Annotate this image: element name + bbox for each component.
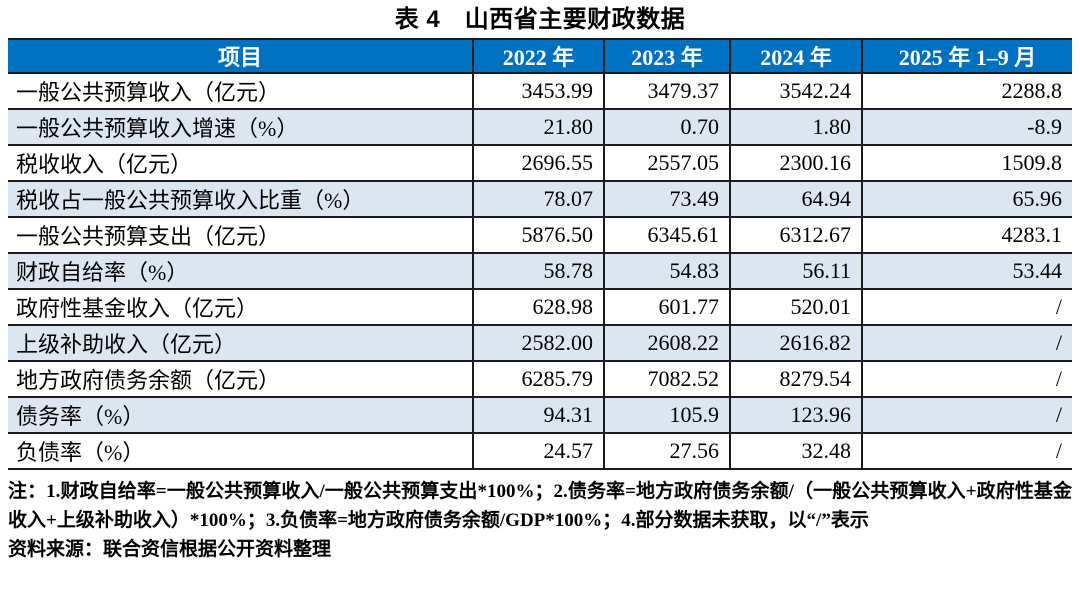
value-cell: 2557.05 [603,144,730,182]
table-title: 表 4 山西省主要财政数据 [394,6,686,33]
row-label: 政府性基金收入（亿元） [8,288,473,326]
value-cell: 520.01 [729,288,862,326]
value-cell: 2616.82 [729,324,862,362]
data-source: 资料来源：联合资信根据公开资料整理 [8,539,332,560]
table-row: 债务率（%） 94.31 105.9 123.96/ [8,396,1072,434]
value-cell: 3542.24 [729,72,862,110]
value-cell: / [861,288,1072,326]
header-row: 项目 2022 年 2023 年 2024 年 2025 年 1–9 月 [8,38,1072,74]
value-cell: 78.07 [472,180,604,218]
fiscal-data-table: 项目 2022 年 2023 年 2024 年 2025 年 1–9 月 一般公… [8,38,1072,470]
row-label: 一般公共预算收入增速（%） [8,108,473,146]
value-cell: 2300.16 [729,144,862,182]
column-header-item: 项目 [8,38,473,74]
value-cell: 4283.1 [861,216,1072,254]
table-row: 上级补助收入（亿元） 2582.00 2608.22 2616.82/ [8,324,1072,362]
column-header-2022: 2022 年 [472,38,604,74]
column-header-2025-1-9: 2025 年 1–9 月 [861,38,1072,74]
table-row: 负债率（%） 24.57 27.56 32.48/ [8,432,1072,470]
row-label: 财政自给率（%） [8,252,473,290]
value-cell: 628.98 [472,288,604,326]
row-label: 税收占一般公共预算收入比重（%） [8,180,473,218]
value-cell: 601.77 [603,288,730,326]
table-body: 一般公共预算收入（亿元） 3453.99 3479.37 3542.24 2288.8 一… [8,72,1072,470]
value-cell: 94.31 [472,396,604,434]
row-label: 一般公共预算支出（亿元） [8,216,473,254]
table-notes: 注：1.财政自给率=一般公共预算收入/一般公共预算支出*100%；2.债务率=地… [8,481,1072,531]
value-cell: 2288.8 [861,72,1072,110]
value-cell: 54.83 [603,252,730,290]
value-cell: 27.56 [603,432,730,470]
value-cell: 1509.8 [861,144,1072,182]
column-header-2023: 2023 年 [603,38,730,74]
value-cell: 24.57 [472,432,604,470]
column-header-2024: 2024 年 [729,38,862,74]
value-cell: 32.48 [729,432,862,470]
value-cell: 58.78 [472,252,604,290]
value-cell: 64.94 [729,180,862,218]
value-cell: 0.70 [603,108,730,146]
table-row: 地方政府债务余额（亿元） 6285.79 7082.52 8279.54/ [8,360,1072,398]
table-row: 政府性基金收入（亿元） 628.98 601.77 520.01/ [8,288,1072,326]
value-cell: 1.80 [729,108,862,146]
value-cell: 8279.54 [729,360,862,398]
row-label: 债务率（%） [8,396,473,434]
value-cell: 6345.61 [603,216,730,254]
table-row: 财政自给率（%） 58.78 54.83 56.11 53.44 [8,252,1072,290]
value-cell: 6312.67 [729,216,862,254]
table-row: 一般公共预算收入增速（%） 21.80 0.70 1.80 -8.9 [8,108,1072,146]
value-cell: 2696.55 [472,144,604,182]
value-cell: -8.9 [861,108,1072,146]
row-label: 税收收入（亿元） [8,144,473,182]
table-row: 一般公共预算支出（亿元） 5876.50 6345.61 6312.67 4283.1 [8,216,1072,254]
value-cell: / [861,432,1072,470]
value-cell: / [861,396,1072,434]
value-cell: 6285.79 [472,360,604,398]
value-cell: 5876.50 [472,216,604,254]
value-cell: 7082.52 [603,360,730,398]
value-cell: 65.96 [861,180,1072,218]
value-cell: 53.44 [861,252,1072,290]
table-row: 税收收入（亿元） 2696.55 2557.05 2300.16 1509.8 [8,144,1072,182]
value-cell: 3453.99 [472,72,604,110]
value-cell: / [861,324,1072,362]
table-row: 税收占一般公共预算收入比重（%） 78.07 73.49 64.94 65.96 [8,180,1072,218]
value-cell: 2582.00 [472,324,604,362]
value-cell: / [861,360,1072,398]
value-cell: 3479.37 [603,72,730,110]
row-label: 地方政府债务余额（亿元） [8,360,473,398]
value-cell: 56.11 [729,252,862,290]
value-cell: 2608.22 [603,324,730,362]
row-label: 负债率（%） [8,432,473,470]
table-row: 一般公共预算收入（亿元） 3453.99 3479.37 3542.24 2288.8 [8,72,1072,110]
value-cell: 123.96 [729,396,862,434]
row-label: 一般公共预算收入（亿元） [8,72,473,110]
value-cell: 21.80 [472,108,604,146]
row-label: 上级补助收入（亿元） [8,324,473,362]
value-cell: 105.9 [603,396,730,434]
value-cell: 73.49 [603,180,730,218]
